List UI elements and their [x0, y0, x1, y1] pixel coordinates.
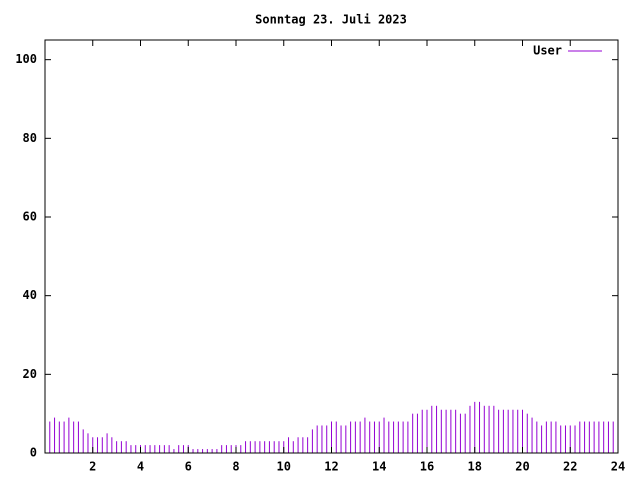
- x-tick-label: 18: [468, 460, 482, 474]
- x-tick-label: 24: [611, 460, 625, 474]
- y-tick-label: 20: [23, 367, 37, 381]
- x-tick-label: 12: [324, 460, 338, 474]
- y-tick-label: 80: [23, 131, 37, 145]
- chart-title: Sonntag 23. Juli 2023: [255, 13, 407, 27]
- x-tick-label: 14: [372, 460, 386, 474]
- x-tick-label: 16: [420, 460, 434, 474]
- y-tick-label: 40: [23, 288, 37, 302]
- x-tick-label: 22: [563, 460, 577, 474]
- legend-label: User: [533, 44, 562, 58]
- x-tick-label: 2: [89, 460, 96, 474]
- x-tick-label: 8: [232, 460, 239, 474]
- x-tick-label: 4: [137, 460, 144, 474]
- x-tick-label: 20: [515, 460, 529, 474]
- y-tick-label: 100: [15, 52, 37, 66]
- y-tick-label: 60: [23, 210, 37, 224]
- x-tick-label: 10: [277, 460, 291, 474]
- y-tick-label: 0: [30, 446, 37, 460]
- x-tick-label: 6: [185, 460, 192, 474]
